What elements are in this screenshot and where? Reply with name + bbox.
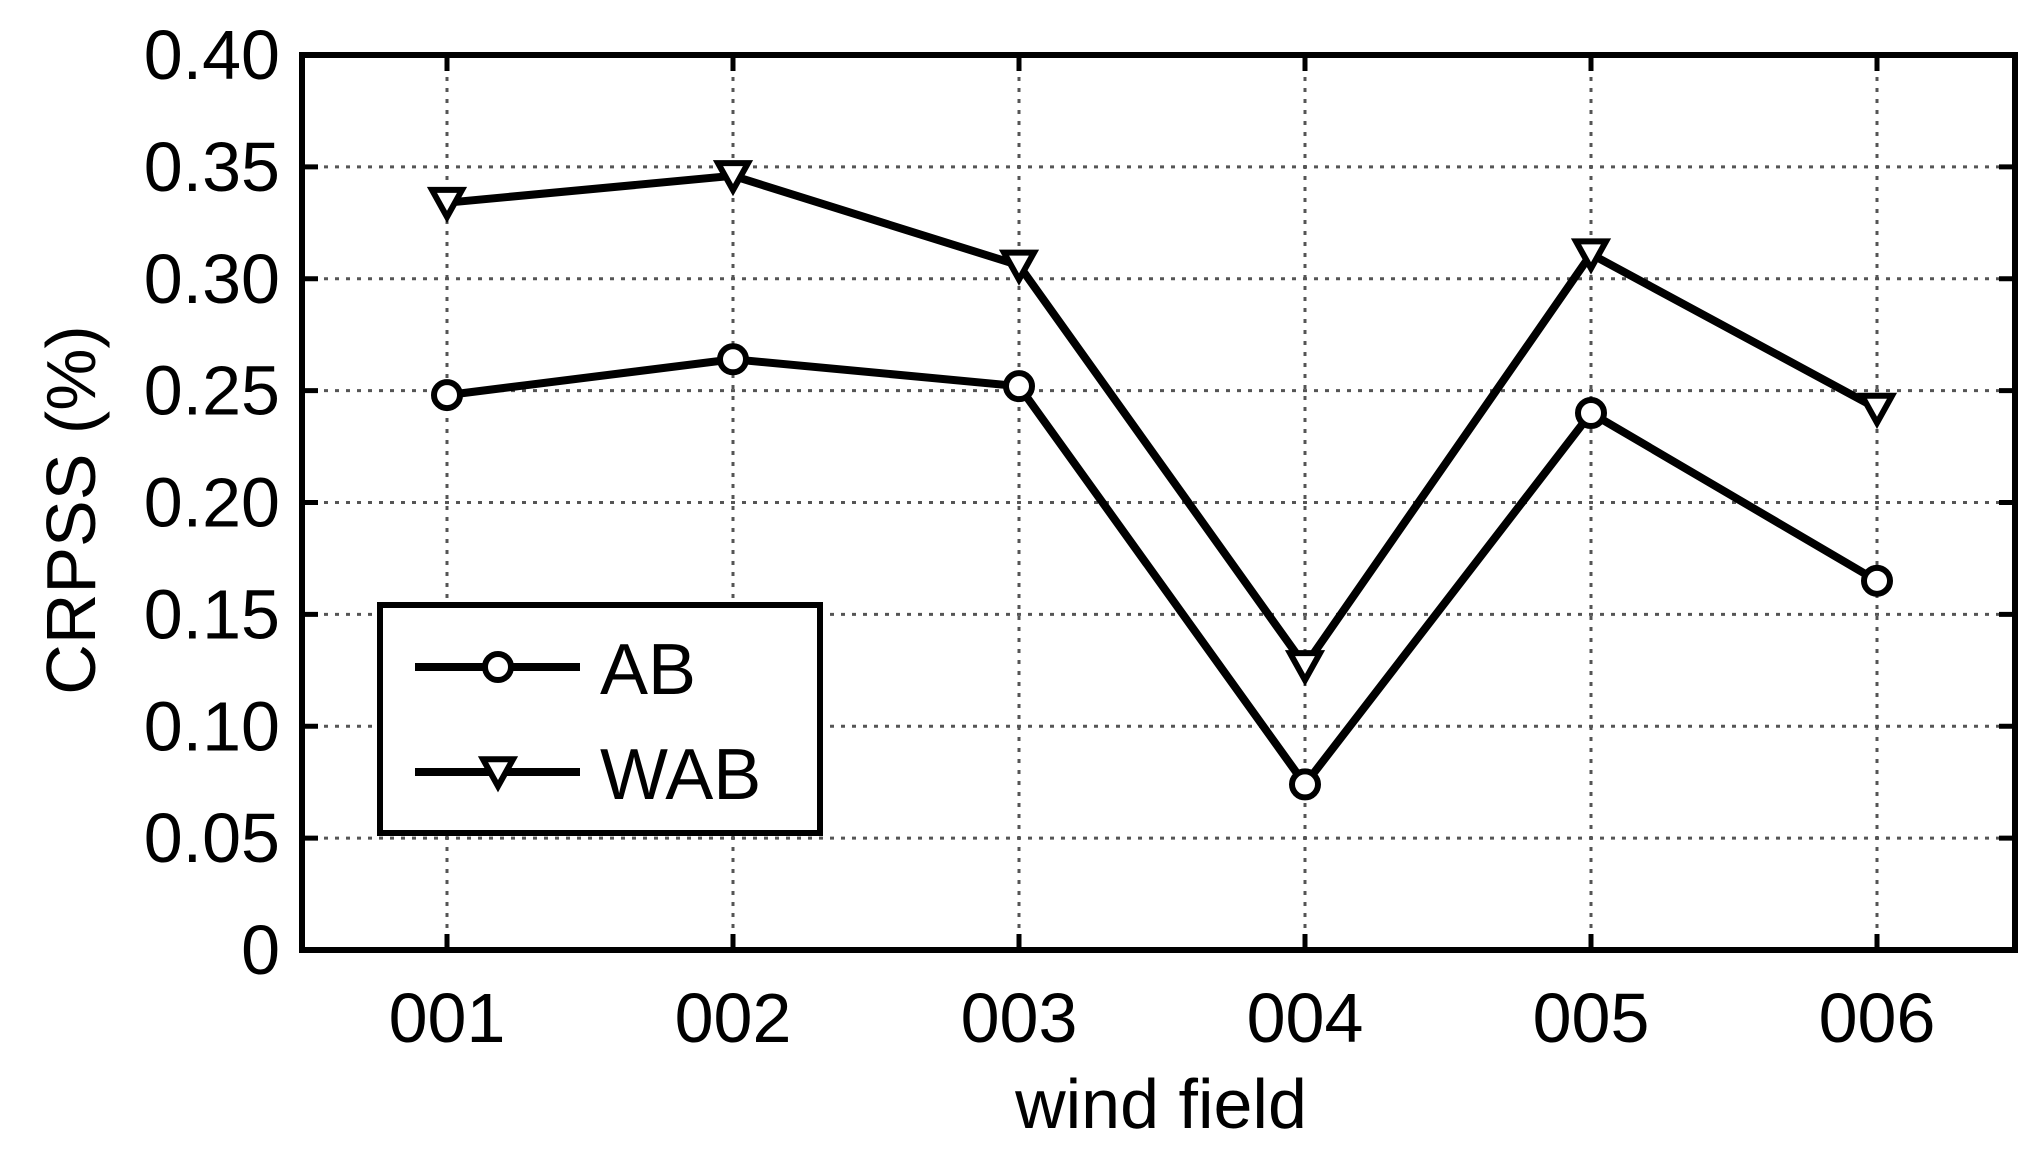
legend-label-ab: AB bbox=[600, 630, 696, 710]
x-tick-label: 005 bbox=[1533, 979, 1650, 1057]
axis-layer: 0 0.05 0.10 0.15 0.20 0.25 0.30 0.35 0.40 001 002 0… bbox=[144, 16, 2018, 1057]
data-point-ab bbox=[1289, 768, 1321, 801]
series-line-wab bbox=[446, 171, 1879, 673]
data-point-wab bbox=[1284, 650, 1326, 687]
data-point-ab bbox=[1575, 397, 1607, 429]
y-tick-label: 0.15 bbox=[144, 575, 280, 653]
x-tick-label: 004 bbox=[1247, 979, 1364, 1057]
y-tick-label: 0.25 bbox=[144, 352, 280, 430]
y-tick-label: 0 bbox=[241, 911, 280, 989]
series-layer bbox=[426, 160, 1898, 801]
data-point-wab bbox=[712, 160, 754, 197]
y-tick-label: 0.35 bbox=[144, 128, 280, 206]
data-point-wab bbox=[998, 249, 1040, 286]
legend-marker-ab bbox=[482, 651, 514, 683]
data-point-ab bbox=[1003, 370, 1035, 403]
x-tick-label: 002 bbox=[675, 979, 792, 1057]
data-point-wab bbox=[1570, 238, 1612, 275]
x-axis-label: wind field bbox=[1014, 1065, 1307, 1143]
x-tick-label: 001 bbox=[389, 979, 506, 1057]
data-point-wab bbox=[1856, 392, 1898, 429]
y-tick-label: 0.40 bbox=[144, 16, 280, 94]
y-tick-label: 0.20 bbox=[144, 464, 280, 542]
legend-box bbox=[377, 602, 823, 836]
y-axis-label: CRPSS (%) bbox=[32, 325, 110, 694]
series-line-ab bbox=[446, 355, 1880, 792]
legend-label-wab: WAB bbox=[600, 735, 761, 815]
data-point-ab bbox=[431, 379, 463, 412]
plot-frame bbox=[299, 52, 2018, 953]
data-point-wab bbox=[426, 186, 468, 224]
data-point-ab bbox=[1861, 564, 1893, 597]
y-tick-label: 0.30 bbox=[144, 240, 280, 318]
data-point-ab bbox=[717, 343, 749, 376]
y-tick-label: 0.10 bbox=[144, 687, 280, 765]
y-tick-label: 0.05 bbox=[144, 799, 280, 877]
legend-marker-wab bbox=[477, 756, 519, 793]
x-tick-label: 006 bbox=[1819, 979, 1936, 1057]
x-tick-label: 003 bbox=[961, 979, 1078, 1057]
legend: AB WAB bbox=[377, 602, 823, 836]
